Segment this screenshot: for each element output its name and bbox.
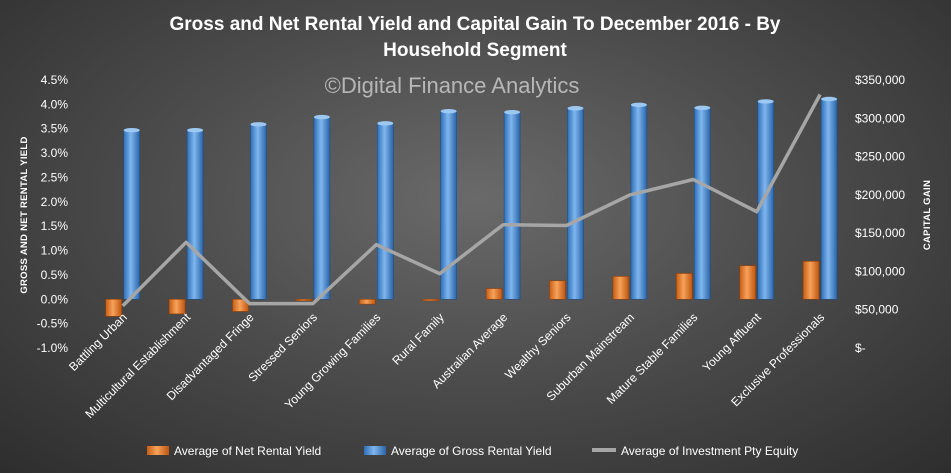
y-right-tick-label: $100,000 — [855, 264, 905, 278]
y-right-tick-label: $50,000 — [855, 303, 899, 317]
gross-yield-bar — [567, 107, 584, 300]
bars — [105, 96, 838, 317]
net-yield-bar — [802, 260, 820, 300]
watermark: ©Digital Finance Analytics — [325, 73, 580, 98]
gross-yield-bar-cap — [187, 127, 204, 133]
gross-yield-bar-cap — [250, 122, 267, 127]
y-left-tick-label: 4.5% — [41, 73, 69, 87]
net-yield-bar — [485, 288, 503, 300]
y-right-tick-label: $200,000 — [855, 188, 905, 202]
legend-label-equity: Average of Investment Pty Equity — [621, 444, 798, 458]
category-label: Multicultural Establishment — [82, 310, 193, 421]
net-yield-bar — [612, 276, 630, 300]
y-axis-left-title: GROSS AND NET RENTAL YIELD — [19, 136, 30, 293]
gross-yield-bar-cap — [694, 105, 711, 110]
category-label: Rural Family — [389, 310, 447, 368]
gross-yield-bar-cap — [567, 106, 584, 111]
legend-item-equity: Average of Investment Pty Equity — [592, 444, 798, 458]
gross-yield-bar — [757, 101, 775, 300]
gross-yield-bar-cap — [630, 102, 647, 108]
net-yield-bar — [168, 298, 186, 315]
net-yield-bar — [232, 298, 249, 312]
y-left-tick-label: -1.0% — [37, 341, 69, 355]
net-yield-bar — [295, 298, 313, 302]
chart-title-line1: Gross and Net Rental Yield and Capital G… — [170, 14, 781, 35]
y-left-tick-label: 3.5% — [41, 122, 69, 136]
y-left-tick-label: 1.5% — [41, 219, 69, 233]
gross-yield-bar-cap — [504, 109, 521, 115]
gross-yield-bar-cap — [123, 127, 140, 133]
net-yield-bar — [105, 298, 122, 317]
gross-yield-bar-cap — [377, 121, 394, 126]
y-left-tick-label: 0.0% — [41, 292, 69, 306]
net-yield-bar — [549, 280, 566, 300]
legend: Average of Net Rental Yield Average of G… — [147, 444, 798, 458]
y-left-tick-label: -0.5% — [37, 317, 69, 331]
legend-label-net-yield: Average of Net Rental Yield — [174, 444, 321, 458]
net-yield-bar — [358, 298, 376, 305]
gross-yield-bar — [123, 129, 140, 300]
gross-yield-bar — [820, 98, 838, 300]
net-yield-bar — [739, 265, 757, 300]
y-left-tick-label: 0.5% — [41, 268, 69, 282]
gross-yield-bar-cap — [440, 108, 457, 114]
y-left-tick-label: 4.0% — [41, 97, 69, 111]
y-right-tick-label: $350,000 — [855, 73, 905, 87]
legend-swatch-gross-yield — [364, 446, 386, 455]
category-label: Battling Urban — [66, 310, 130, 374]
y-right-tick-label: $300,000 — [855, 111, 905, 125]
y-left-tick-label: 3.0% — [41, 146, 69, 160]
legend-item-gross-yield: Average of Gross Rental Yield — [364, 444, 552, 458]
chart-title-line2: Household Segment — [383, 40, 567, 61]
y-axis-right-ticks: $- $50,000 $100,000 $150,000 $200,000 $250,00… — [855, 73, 905, 355]
net-yield-bar — [675, 273, 693, 300]
y-right-tick-label: $- — [855, 341, 866, 355]
gross-yield-bar-cap — [821, 96, 838, 102]
gross-yield-bar — [693, 107, 711, 300]
legend-label-gross-yield: Average of Gross Rental Yield — [391, 444, 552, 458]
category-label: Wealthy Seniors — [502, 310, 574, 382]
legend-item-net-yield: Average of Net Rental Yield — [147, 444, 321, 458]
gross-yield-bar — [250, 124, 267, 300]
gross-yield-bar — [186, 129, 204, 300]
gross-yield-bar — [376, 123, 394, 300]
gross-yield-bar — [313, 116, 331, 300]
category-label: Young Affluent — [700, 310, 765, 375]
net-yield-bar — [422, 298, 440, 302]
y-axis-right-title: CAPITAL GAIN — [922, 180, 933, 250]
y-left-tick-label: 1.0% — [41, 244, 69, 258]
y-left-tick-label: 2.5% — [41, 170, 69, 184]
equity-line — [121, 93, 822, 308]
gross-yield-bar — [503, 111, 521, 300]
equity-line-layer — [121, 93, 822, 308]
gross-yield-bar-cap — [313, 114, 330, 120]
legend-swatch-net-yield — [147, 446, 169, 455]
y-left-tick-label: 2.0% — [41, 195, 69, 209]
y-right-tick-label: $250,000 — [855, 150, 905, 164]
gross-yield-bar — [630, 104, 648, 300]
gross-yield-bar-cap — [757, 99, 774, 104]
y-axis-left-ticks: -1.0% -0.5% 0.0% 0.5% 1.0% 1.5% 2.0% 2.5% 3.0% 3.… — [37, 73, 69, 355]
y-right-tick-label: $150,000 — [855, 226, 905, 240]
